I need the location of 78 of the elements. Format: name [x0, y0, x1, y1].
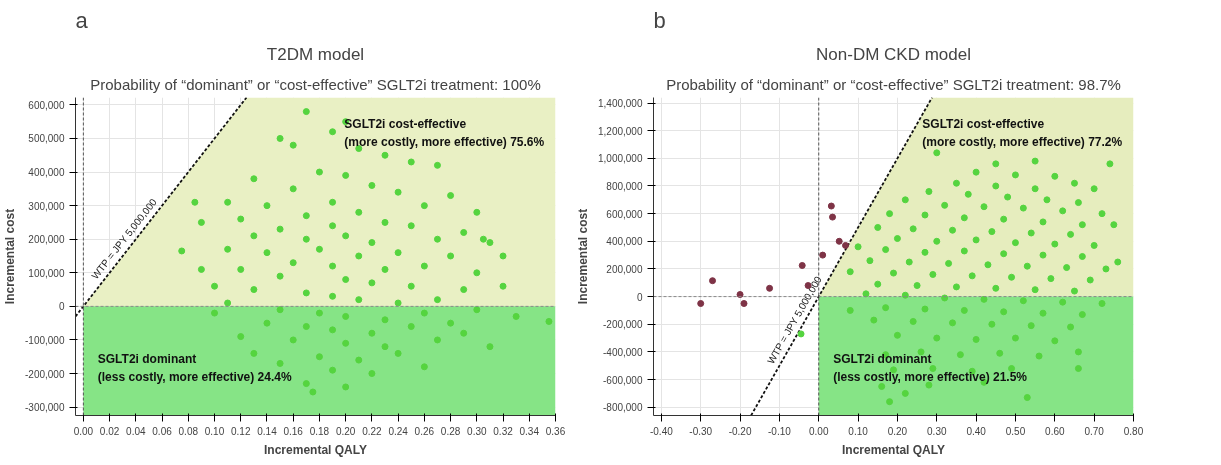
- y-tick-label: 0: [58, 301, 65, 313]
- text: b: [653, 7, 666, 33]
- chart-subtitle: Probability of “dominant” or “cost-effective” SGLT2i treatment: 98.7%: [666, 75, 1121, 93]
- y-tick-label: -300,000: [25, 402, 65, 414]
- x-tick-label: 0.16: [283, 425, 304, 437]
- x-tick-label: 0.12: [231, 425, 251, 437]
- y-tick-label: -200,000: [603, 319, 643, 331]
- y-tick-label: 500,000: [28, 133, 65, 145]
- x-tick-label: 0.50: [1005, 425, 1026, 437]
- y-tick-label: 1,200,000: [598, 125, 643, 137]
- x-tick-label: 0.20: [887, 425, 908, 437]
- point: [835, 237, 843, 245]
- point: [819, 251, 827, 259]
- annotation: SGLT2i dominant (less costly, more effective) 21.5%: [833, 351, 1028, 385]
- annotation: SGLT2i cost-effective (more costly, more effective) 77.2%: [922, 116, 1123, 149]
- y-tick-label: 1,000,000: [598, 153, 643, 165]
- y-tick-label: 400,000: [28, 167, 65, 179]
- annotation: SGLT2i dominant (less costly, more effective) 24.4%: [97, 351, 292, 385]
- chart-title: Non-DM CKD model: [816, 44, 971, 64]
- y-tick-label: 200,000: [28, 234, 65, 246]
- x-tick-label: 0.32: [493, 425, 514, 437]
- y-tick-label: 600,000: [28, 99, 65, 111]
- y-tick-label: -100,000: [25, 334, 65, 346]
- y-tick-label: 0: [636, 291, 643, 303]
- point: [766, 284, 774, 292]
- x-tick-label: -0.40: [649, 425, 674, 437]
- x-tick-label: 0.14: [257, 425, 278, 437]
- y-tick-label: -400,000: [603, 346, 643, 358]
- point: [842, 241, 849, 249]
- x-tick-label: 0.18: [309, 425, 330, 437]
- x-tick-label: 0.20: [335, 425, 356, 437]
- chart-title: T2DM model: [266, 44, 365, 64]
- y-tick-label: -600,000: [603, 374, 643, 386]
- x-tick-label: -0.20: [728, 425, 752, 437]
- x-tick-label: 0.22: [362, 425, 383, 437]
- x-tick-label: 0.10: [204, 425, 225, 437]
- point: [697, 300, 705, 307]
- chart-subtitle: Probability of “dominant” or “cost-effective” SGLT2i treatment: 100%: [90, 75, 541, 93]
- point: [798, 261, 806, 269]
- x-tick-label: 0.60: [1045, 425, 1065, 437]
- x-tick-label: -0.30: [689, 425, 713, 437]
- y-tick-label: 1,400,000: [598, 98, 643, 110]
- x-tick-label: 0.00: [73, 425, 94, 437]
- x-tick-label: 0.26: [414, 425, 435, 437]
- y-tick-label: 100,000: [28, 267, 65, 279]
- x-tick-label: 0.08: [178, 425, 199, 437]
- x-axis-title: Incremental QALY: [842, 442, 945, 457]
- point: [827, 202, 835, 210]
- point: [740, 300, 748, 307]
- x-tick-label: 0.36: [545, 425, 566, 437]
- y-axis-title: Incremental cost: [3, 208, 18, 305]
- x-tick-label: 0.02: [99, 425, 120, 437]
- y-tick-label: 400,000: [606, 236, 643, 248]
- y-tick-label: 800,000: [606, 180, 643, 192]
- x-tick-label: 0.40: [966, 425, 987, 437]
- x-tick-label: 0.10: [848, 425, 869, 437]
- y-tick-label: 200,000: [606, 263, 643, 275]
- point: [709, 277, 717, 285]
- x-tick-label: 0.80: [1123, 425, 1144, 437]
- x-tick-label: 0.00: [809, 425, 829, 437]
- x-tick-label: 0.28: [440, 425, 461, 437]
- y-axis-title: Incremental cost: [576, 208, 591, 305]
- x-tick-label: 0.34: [519, 425, 540, 437]
- text: a: [75, 7, 89, 33]
- y-tick-label: 600,000: [606, 208, 643, 220]
- x-tick-label: 0.70: [1084, 425, 1105, 437]
- x-tick-label: 0.30: [927, 425, 947, 437]
- annotation: SGLT2i cost-effective (more costly, more effective) 75.6%: [344, 116, 545, 149]
- x-tick-label: 0.06: [152, 425, 173, 437]
- y-tick-label: -800,000: [603, 402, 643, 414]
- x-tick-label: -0.10: [768, 425, 792, 437]
- x-axis-title: Incremental QALY: [264, 442, 367, 457]
- y-tick-label: -200,000: [25, 368, 65, 380]
- y-tick-label: 300,000: [28, 200, 65, 212]
- x-tick-label: 0.04: [126, 425, 146, 437]
- x-tick-label: 0.24: [388, 425, 409, 437]
- point: [829, 213, 837, 221]
- x-tick-label: 0.30: [467, 425, 487, 437]
